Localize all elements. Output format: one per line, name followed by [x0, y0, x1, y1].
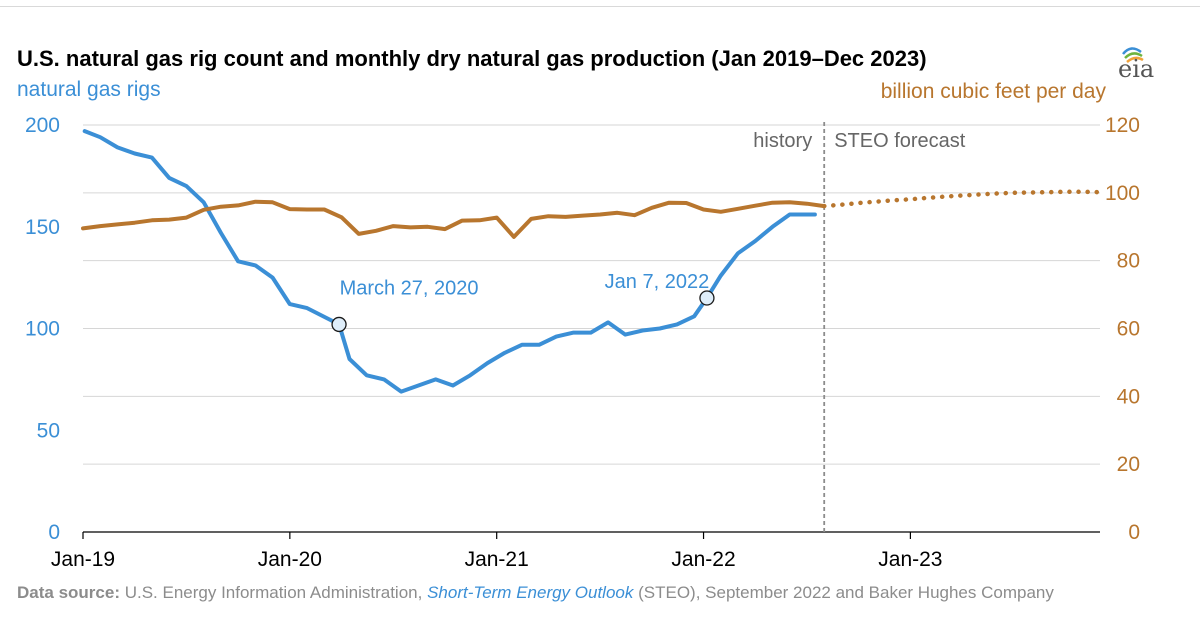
left-tick-label: 150 — [25, 216, 60, 239]
left-tick-label: 100 — [25, 318, 60, 341]
chart-title: U.S. natural gas rig count and monthly d… — [17, 46, 927, 71]
right-tick-label: 0 — [1128, 521, 1140, 544]
chart-area: 0 50 100 150 200 0 20 40 60 80 100 120 Jan-19 Jan-20 J… — [25, 114, 1140, 571]
x-tick-label: Jan-23 — [878, 548, 942, 571]
x-tick-label: Jan-22 — [671, 548, 735, 571]
rig-count-line — [82, 129, 817, 394]
x-tick-label: Jan-20 — [258, 548, 322, 571]
forecast-label: STEO forecast — [834, 130, 966, 152]
data-source-note: Data source: U.S. Energy Information Adm… — [17, 582, 1137, 603]
left-axis-label: natural gas rigs — [17, 78, 161, 101]
left-tick-label: 50 — [37, 419, 60, 442]
right-tick-label: 60 — [1117, 318, 1140, 341]
production-forecast-line — [821, 189, 1103, 209]
history-label: history — [753, 130, 812, 152]
x-tick-label: Jan-21 — [465, 548, 529, 571]
top-divider — [0, 6, 1200, 7]
right-tick-label: 20 — [1117, 453, 1140, 476]
annotation-label: Jan 7, 2022 — [605, 271, 710, 293]
right-tick-label: 100 — [1105, 182, 1140, 205]
right-tick-label: 40 — [1117, 385, 1140, 408]
right-axis-label: billion cubic feet per day — [880, 80, 1106, 103]
source-label: Data source: — [17, 583, 120, 602]
left-tick-label: 0 — [48, 521, 60, 544]
annotation-marker — [699, 290, 715, 306]
x-tick-label: Jan-19 — [51, 548, 115, 571]
source-text: U.S. Energy Information Administration, — [119, 583, 428, 602]
right-tick-label: 80 — [1117, 250, 1140, 273]
left-tick-label: 200 — [25, 114, 60, 137]
right-tick-label: 120 — [1105, 114, 1140, 137]
source-text-end: (STEO), September 2022 and Baker Hughes … — [633, 583, 1054, 602]
steo-link[interactable]: Short-Term Energy Outlook — [427, 583, 634, 602]
annotation-label: March 27, 2020 — [340, 277, 479, 299]
eia-logo — [1122, 47, 1144, 63]
eia-logo-text: eia — [1118, 55, 1155, 83]
annotation-marker — [331, 316, 347, 333]
production-history-line — [81, 199, 827, 239]
